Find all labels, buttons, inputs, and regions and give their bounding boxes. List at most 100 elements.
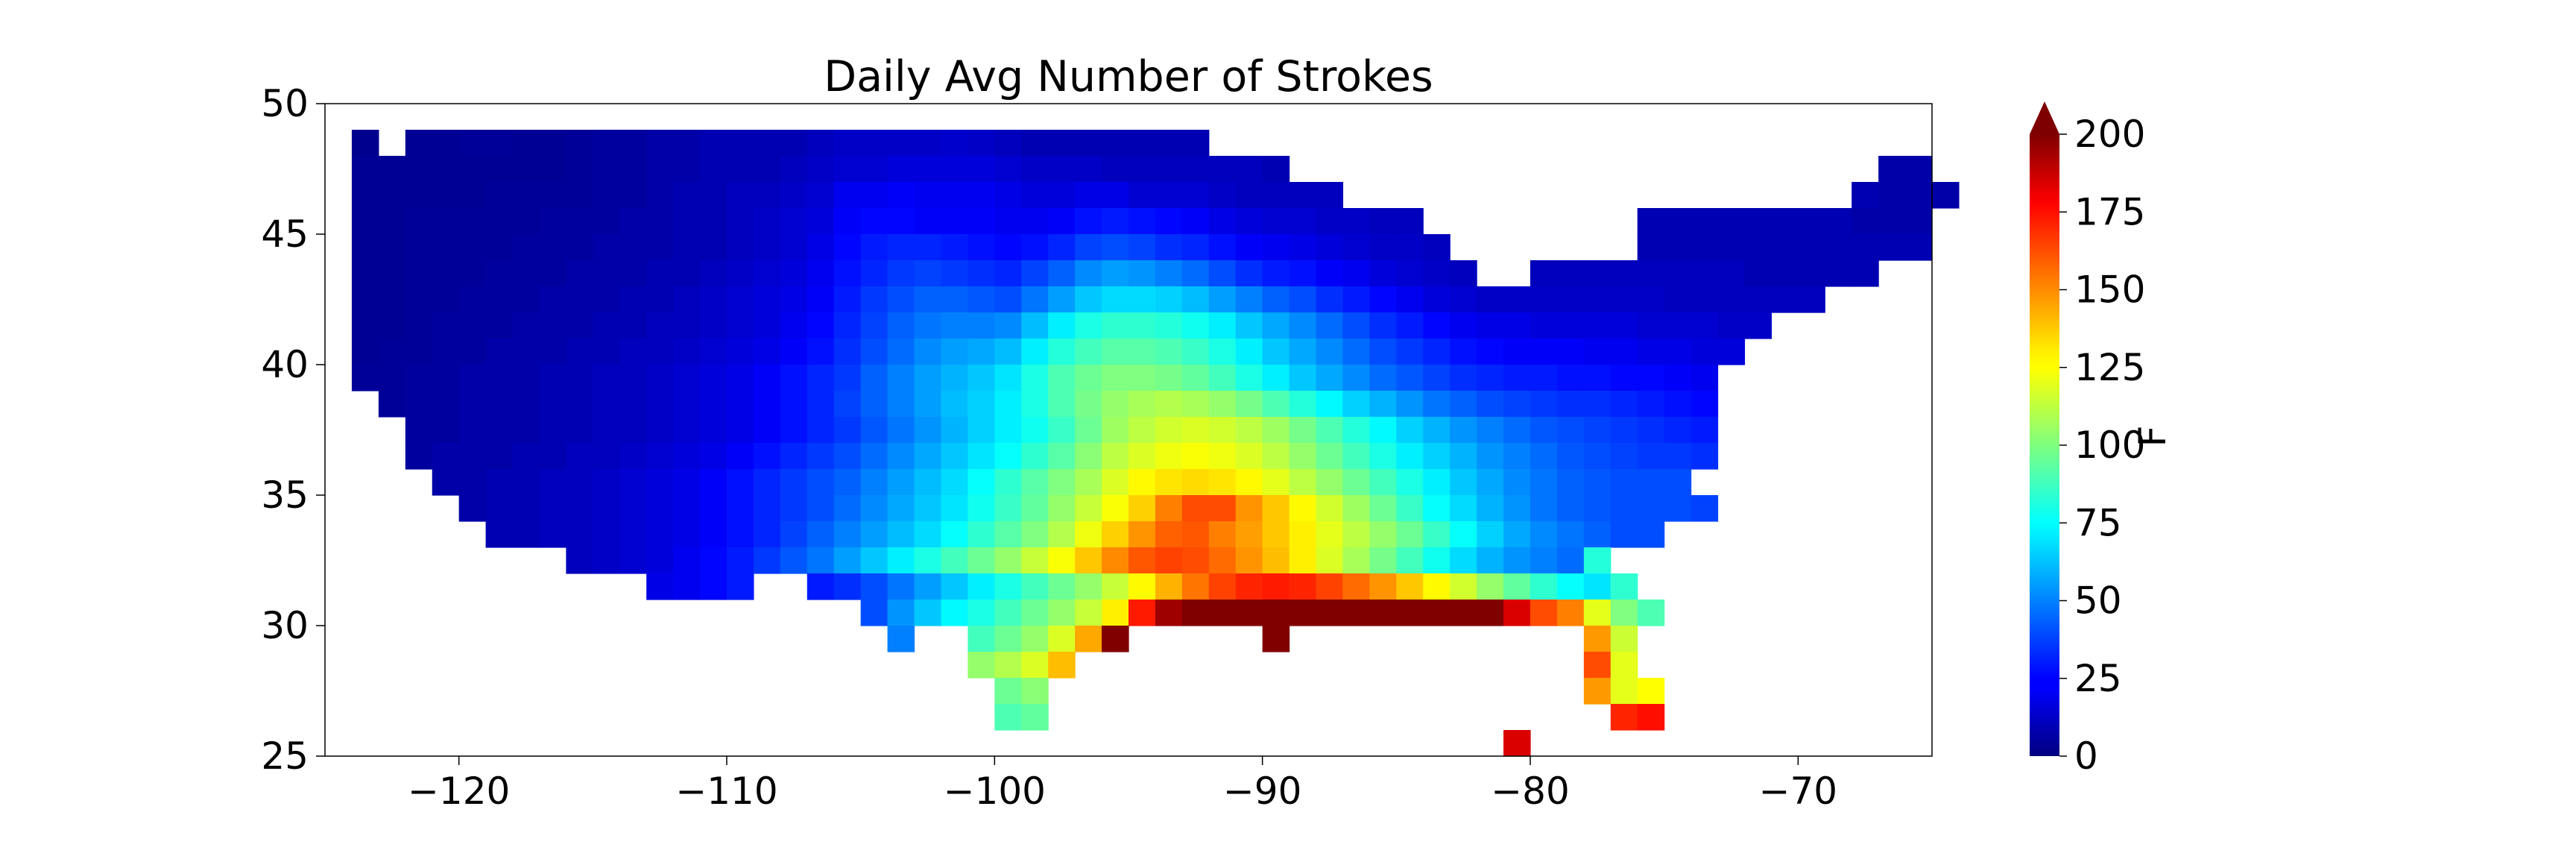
heatmap-cell (1664, 339, 1692, 365)
heatmap-cell (1717, 234, 1746, 261)
heatmap-cell (432, 130, 460, 157)
heatmap-cell (485, 339, 514, 365)
heatmap-cell (1583, 521, 1611, 548)
heatmap-cell (1369, 260, 1397, 287)
heatmap-cell (1208, 182, 1237, 209)
heatmap-cell (1342, 286, 1370, 313)
heatmap-cell (1717, 312, 1746, 339)
heatmap-cell (566, 469, 593, 496)
heatmap-cell (593, 391, 620, 418)
heatmap-cell (780, 156, 808, 183)
heatmap-cell (1690, 312, 1719, 339)
heatmap-cell (405, 208, 433, 235)
heatmap-cell (1181, 339, 1210, 365)
heatmap-cell (1316, 234, 1344, 261)
heatmap-cell (1825, 234, 1852, 261)
heatmap-cell (941, 312, 968, 339)
heatmap-cell (1450, 573, 1477, 600)
heatmap-cell (593, 495, 620, 522)
heatmap-cell (1905, 156, 1933, 183)
heatmap-cell (1208, 286, 1237, 313)
heatmap-cell (994, 156, 1022, 183)
heatmap-cell (1503, 521, 1531, 548)
heatmap-cell (1021, 573, 1049, 600)
heatmap-cell (1128, 443, 1156, 470)
heatmap-cell (458, 365, 487, 391)
heatmap-cell (1155, 469, 1183, 496)
heatmap-cell (1530, 521, 1558, 548)
heatmap-cell (1369, 521, 1397, 548)
heatmap-cell (1208, 469, 1237, 496)
heatmap-cell (860, 417, 888, 444)
heatmap-cell (1503, 730, 1531, 757)
heatmap-cell (351, 182, 379, 209)
heatmap-cell (539, 391, 566, 418)
heatmap-cell (646, 156, 674, 183)
colorbar-label: F (2131, 426, 2174, 447)
heatmap-cell (566, 234, 593, 261)
heatmap-cell (806, 182, 835, 209)
heatmap-cell (806, 312, 835, 339)
heatmap-cell (967, 469, 995, 496)
heatmap-cell (1423, 469, 1450, 496)
heatmap-cell (1021, 208, 1049, 235)
heatmap-cell (1878, 234, 1906, 261)
heatmap-cell (1021, 443, 1049, 470)
heatmap-cell (1477, 521, 1504, 548)
heatmap-cell (941, 443, 968, 470)
heatmap-cell (941, 365, 968, 391)
heatmap-cell (593, 547, 620, 574)
heatmap-cell (941, 130, 968, 157)
heatmap-cell (1342, 443, 1370, 470)
heatmap-cell (727, 443, 754, 470)
heatmap-cell (539, 130, 566, 157)
heatmap-cell (994, 678, 1022, 705)
heatmap-cell (1235, 469, 1263, 496)
heatmap-cell (941, 234, 968, 261)
heatmap-cell (994, 312, 1022, 339)
heatmap-cell (1905, 234, 1933, 261)
heatmap-cell (593, 312, 620, 339)
heatmap-cell (1556, 573, 1585, 600)
heatmap-cell (432, 234, 460, 261)
heatmap-cell (1262, 312, 1290, 339)
heatmap-cell (1477, 547, 1504, 574)
heatmap-cell (1610, 365, 1638, 391)
heatmap-cell (700, 182, 727, 209)
heatmap-cell (1021, 339, 1049, 365)
heatmap-cell (1530, 600, 1558, 626)
heatmap-cell (1102, 547, 1129, 574)
heatmap-cell (1610, 652, 1638, 679)
heatmap-cell (1583, 652, 1611, 679)
heatmap-cell (1128, 365, 1156, 391)
heatmap-cell (1530, 365, 1558, 391)
heatmap-cell (1289, 182, 1317, 209)
heatmap-cell (405, 443, 433, 470)
heatmap-cell (1744, 260, 1772, 287)
heatmap-cell (673, 547, 701, 574)
heatmap-cell (1503, 391, 1531, 418)
heatmap-cell (806, 208, 835, 235)
heatmap-cell (700, 260, 727, 287)
heatmap-cell (1556, 339, 1585, 365)
heatmap-cell (485, 417, 514, 444)
heatmap-cell (860, 469, 888, 496)
heatmap-cell (727, 573, 754, 600)
heatmap-cell (914, 312, 942, 339)
heatmap-cell (860, 521, 888, 548)
heatmap-cell (1155, 417, 1183, 444)
heatmap-cell (1235, 182, 1263, 209)
heatmap-cell (1021, 547, 1049, 574)
heatmap-cell (458, 312, 487, 339)
heatmap-cell (1450, 417, 1477, 444)
heatmap-cell (1690, 443, 1719, 470)
heatmap-cell (405, 417, 433, 444)
heatmap-cell (806, 260, 835, 287)
heatmap-cell (1075, 573, 1102, 600)
heatmap-cell (753, 312, 781, 339)
heatmap-cell (485, 130, 514, 157)
y-tick-label: 30 (261, 604, 309, 647)
heatmap-cell (1396, 391, 1424, 418)
heatmap-cell (887, 365, 915, 391)
y-tick-label: 45 (261, 213, 309, 256)
